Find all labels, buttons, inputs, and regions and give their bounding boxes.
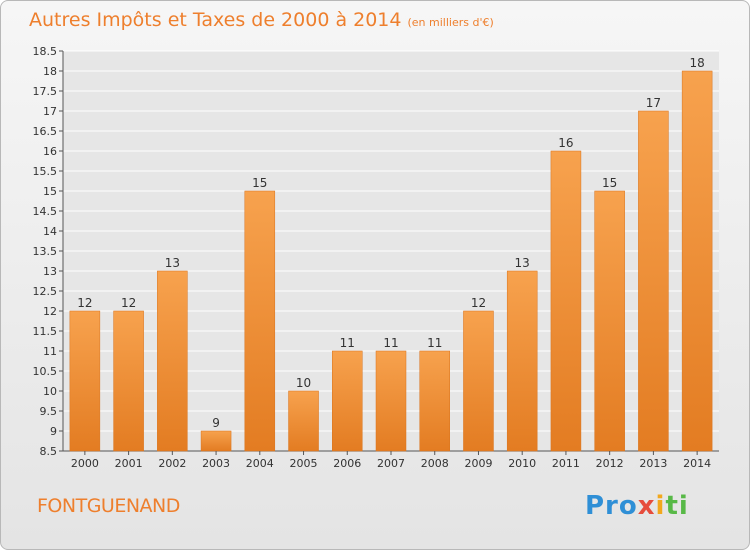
y-tick-label: 14 [43, 225, 57, 238]
bar-2000 [69, 310, 101, 452]
bar-2010 [506, 270, 538, 452]
y-tick-label: 15 [43, 185, 57, 198]
bar-2013 [638, 110, 669, 452]
y-tick-label: 12.5 [33, 285, 58, 298]
y-tick-label: 10 [43, 385, 57, 398]
bar-2011 [550, 150, 582, 452]
data-label-2004: 15 [252, 176, 267, 190]
bar-2012 [594, 190, 625, 452]
y-tick-label: 9 [50, 425, 57, 438]
bar-2003 [200, 430, 232, 452]
y-tick-label: 16.5 [33, 125, 58, 138]
x-tick-label: 2007 [377, 457, 405, 470]
y-tick-label: 13.5 [33, 245, 58, 258]
logo-part: Pro [585, 491, 638, 521]
y-tick-label: 11.5 [33, 325, 58, 338]
y-tick-label: 14.5 [33, 205, 58, 218]
data-label-2000: 12 [77, 296, 92, 310]
data-label-2003: 9 [212, 416, 220, 430]
y-tick-label: 17.5 [33, 85, 58, 98]
x-tick-label: 2011 [552, 457, 580, 470]
bar-2001 [113, 310, 144, 452]
bar-2008 [419, 350, 450, 452]
data-label-2012: 15 [602, 176, 617, 190]
commune-name: FONTGUENAND [37, 495, 180, 517]
logo-part: ti [665, 491, 689, 521]
x-tick-label: 2000 [71, 457, 99, 470]
chart-title-text: Autres Impôts et Taxes de 2000 à 2014 [29, 9, 402, 31]
data-label-2001: 12 [121, 296, 136, 310]
data-label-2002: 13 [165, 256, 180, 270]
y-tick-label: 12 [43, 305, 57, 318]
x-tick-label: 2014 [683, 457, 711, 470]
x-tick-label: 2006 [333, 457, 361, 470]
x-tick-labels: 2000 2001 2002 2003 2004 2005 2006 2007 2008 2009… [71, 451, 711, 470]
logo-part: i [655, 491, 666, 521]
y-tick-label: 15.5 [33, 165, 58, 178]
bars [69, 70, 713, 452]
y-tick-label: 11 [43, 345, 57, 358]
x-tick-label: 2010 [508, 457, 536, 470]
y-tick-label: 10.5 [33, 365, 58, 378]
data-label-2011: 16 [558, 136, 573, 150]
y-tick-label: 8.5 [40, 445, 58, 458]
y-tick-label: 13 [43, 265, 57, 278]
x-tick-label: 2004 [246, 457, 274, 470]
data-label-2006: 11 [340, 336, 355, 350]
bar-2007 [375, 350, 407, 452]
proxiti-logo: Proxiti [585, 491, 689, 521]
data-label-2005: 10 [296, 376, 311, 390]
x-tick-label: 2013 [639, 457, 667, 470]
data-label-2009: 12 [471, 296, 486, 310]
bar-2009 [463, 310, 494, 452]
data-label-2014: 18 [689, 56, 704, 70]
data-label-2010: 13 [515, 256, 530, 270]
x-tick-label: 2001 [115, 457, 143, 470]
x-tick-label: 2008 [421, 457, 449, 470]
y-tick-label: 16 [43, 145, 57, 158]
bar-2014 [681, 70, 713, 452]
bar-2005 [288, 390, 319, 452]
x-tick-label: 2012 [596, 457, 624, 470]
data-label-2013: 17 [646, 96, 661, 110]
y-tick-label: 18 [43, 65, 57, 78]
x-tick-label: 2009 [464, 457, 492, 470]
data-label-2008: 11 [427, 336, 442, 350]
bar-2006 [332, 350, 363, 452]
y-tick-label: 17 [43, 105, 57, 118]
logo-part: x [637, 491, 656, 521]
y-tick-label: 18.5 [33, 45, 58, 58]
data-labels: 12 12 13 9 15 10 11 11 11 12 13 16 15 17 18 [77, 56, 705, 430]
y-tick-label: 9.5 [40, 405, 58, 418]
bar-2004 [244, 190, 276, 452]
data-label-2007: 11 [383, 336, 398, 350]
bar-2002 [157, 270, 188, 452]
chart-unit: (en milliers d'€) [407, 16, 494, 29]
x-tick-label: 2005 [290, 457, 318, 470]
chart-title: Autres Impôts et Taxes de 2000 à 2014 (en… [29, 9, 494, 31]
x-tick-label: 2002 [158, 457, 186, 470]
x-tick-label: 2003 [202, 457, 230, 470]
y-tick-labels: 8.5 9 9.5 10 10.5 11 11.5 12 12.5 13 13.5 14 14.5 15 1… [33, 45, 63, 458]
